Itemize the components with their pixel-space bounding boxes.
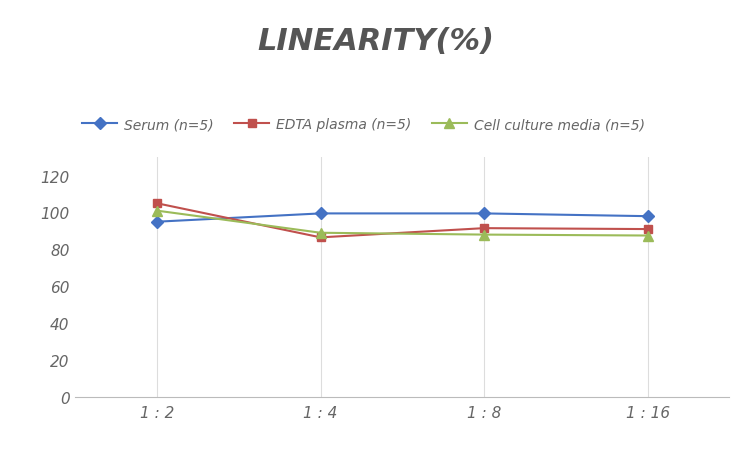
EDTA plasma (n=5) [643, 227, 652, 232]
EDTA plasma (n=5) [153, 201, 162, 207]
Cell culture media (n=5) [480, 232, 489, 238]
Cell culture media (n=5) [153, 208, 162, 214]
EDTA plasma (n=5) [316, 235, 325, 240]
Line: Cell culture media (n=5): Cell culture media (n=5) [152, 206, 653, 241]
Text: LINEARITY(%): LINEARITY(%) [257, 27, 495, 56]
Legend: Serum (n=5), EDTA plasma (n=5), Cell culture media (n=5): Serum (n=5), EDTA plasma (n=5), Cell cul… [82, 118, 644, 132]
Cell culture media (n=5) [316, 230, 325, 236]
Line: Serum (n=5): Serum (n=5) [153, 210, 652, 226]
Serum (n=5) [316, 211, 325, 216]
Cell culture media (n=5) [643, 233, 652, 239]
Serum (n=5) [153, 220, 162, 225]
Serum (n=5) [480, 211, 489, 216]
EDTA plasma (n=5) [480, 226, 489, 231]
Line: EDTA plasma (n=5): EDTA plasma (n=5) [153, 200, 652, 242]
Serum (n=5) [643, 214, 652, 219]
